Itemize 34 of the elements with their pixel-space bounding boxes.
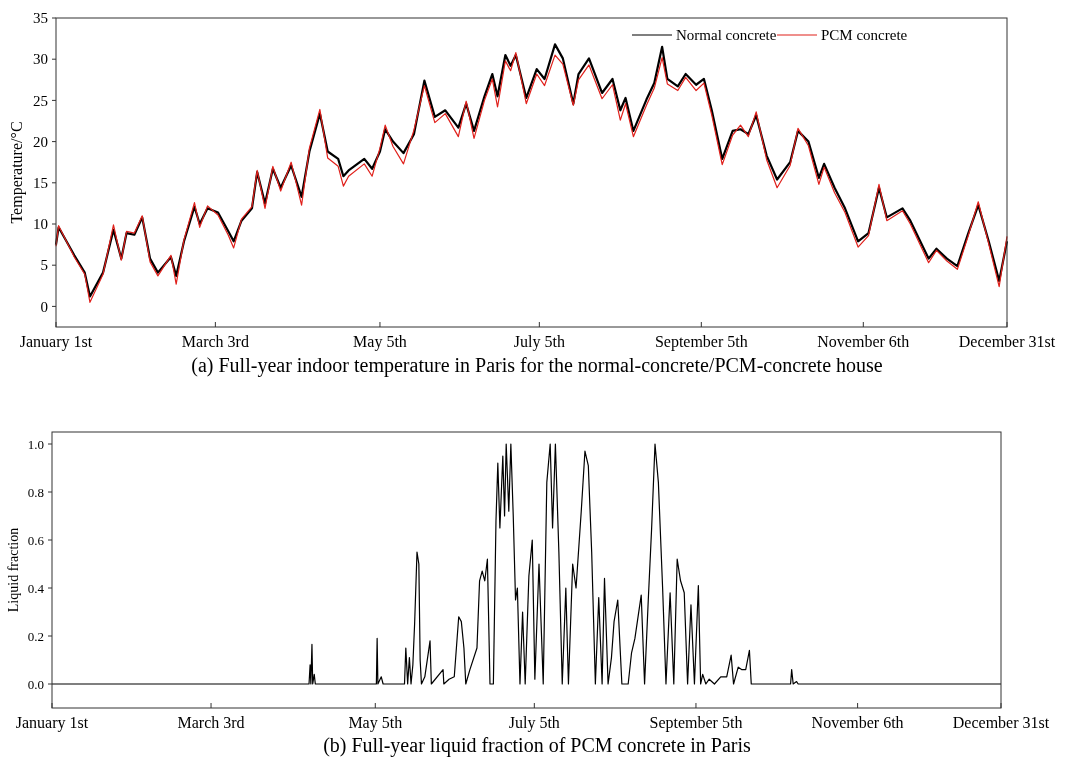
y-tick-label: 1.0 <box>27 436 44 452</box>
x-tick-label: September 5th <box>654 333 748 351</box>
x-tick-label: November 6th <box>817 333 910 350</box>
x-tick-label: July 5th <box>508 714 560 732</box>
x-tick-label: March 3rd <box>177 714 245 731</box>
y-tick-label: 0.8 <box>27 484 44 500</box>
y-tick-label: 10 <box>33 216 48 233</box>
y-tick-label: 0.0 <box>27 676 44 692</box>
x-tick-label: January 1st <box>19 333 93 351</box>
y-tick-label: 15 <box>33 175 48 192</box>
x-tick-label: May 5th <box>353 333 407 351</box>
x-tick-label: May 5th <box>348 714 403 732</box>
x-tick-label: December 31st <box>958 333 1056 350</box>
x-tick-label: November 6th <box>811 714 904 731</box>
x-tick-label: December 31st <box>952 714 1050 731</box>
y-tick-label: 0.4 <box>27 580 45 596</box>
text: (a) Full-year indoor temperature in Paris for the normal-concrete/PCM-concrete house <box>191 354 883 377</box>
legend-label: Normal concrete <box>676 27 777 44</box>
x-tick-label: September 5th <box>649 714 743 732</box>
y-tick-label: 0.2 <box>27 628 44 644</box>
legend-label: PCM concrete <box>821 27 908 44</box>
y-tick-label: 0.6 <box>27 532 45 548</box>
y-axis-title: Temperature/°C <box>8 121 26 224</box>
y-tick-label: 30 <box>33 51 48 68</box>
x-tick-label: March 3rd <box>181 333 249 350</box>
y-tick-label: 35 <box>33 10 48 27</box>
y-tick-label: 0 <box>40 298 48 315</box>
y-axis-title: Liquid fraction <box>6 527 21 613</box>
y-tick-label: 5 <box>40 257 48 274</box>
y-tick-label: 25 <box>33 92 48 109</box>
y-tick-label: 20 <box>33 133 48 150</box>
text: (b) Full-year liquid fraction of PCM concrete in Paris <box>323 734 752 757</box>
x-tick-label: July 5th <box>513 333 565 351</box>
x-tick-label: January 1st <box>15 714 89 732</box>
